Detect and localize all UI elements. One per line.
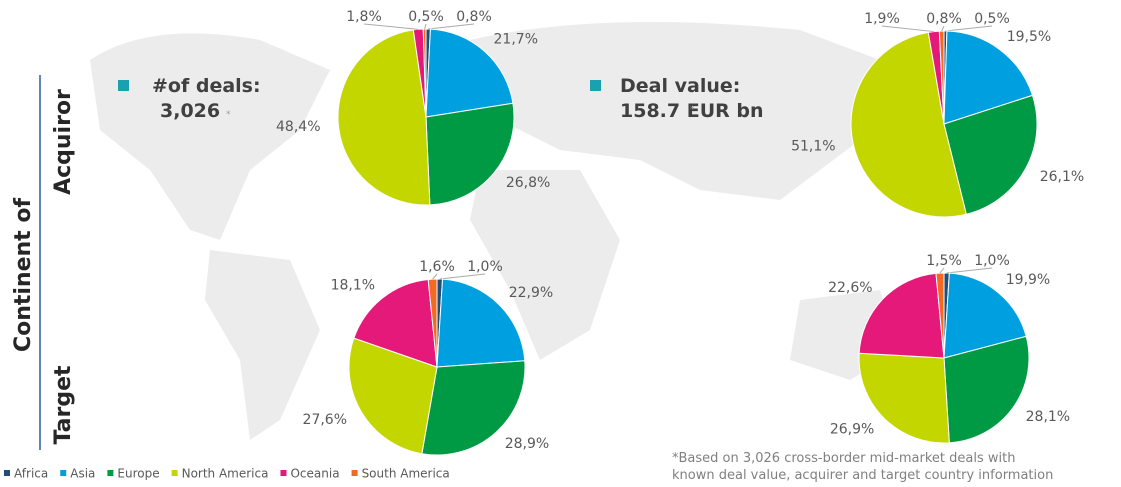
leader-line — [945, 25, 993, 32]
pie-slice — [858, 272, 945, 359]
pie-slice — [337, 29, 431, 206]
data-label: 1,8% — [346, 9, 382, 25]
leader-line — [939, 267, 945, 274]
panel-bullet — [590, 80, 601, 91]
pie-slice — [850, 31, 967, 218]
panel-note: * — [226, 110, 231, 120]
data-label: 26,1% — [1040, 169, 1084, 185]
axis-title: Continent of — [11, 198, 36, 353]
pie-slice — [353, 278, 438, 368]
data-label: 1,6% — [419, 259, 455, 275]
legend-label: Oceania — [290, 467, 339, 481]
data-label: 48,4% — [276, 119, 320, 135]
data-label: 19,9% — [1006, 272, 1050, 288]
panel-label: Deal value: — [620, 75, 740, 97]
data-label: 0,8% — [926, 11, 962, 27]
data-label: 51,1% — [791, 138, 835, 154]
data-label: 26,9% — [830, 422, 874, 438]
leader-line — [941, 25, 945, 32]
legend-marker — [280, 470, 287, 476]
data-label: 1,0% — [467, 259, 503, 275]
leader-line — [428, 23, 475, 30]
legend-label: Europe — [117, 467, 159, 481]
footnote: known deal value, acquirer and target co… — [672, 468, 1053, 483]
row-label: Acquiror — [51, 89, 76, 195]
panel-bullet — [118, 80, 129, 91]
leader-line — [363, 23, 419, 30]
legend-marker — [4, 470, 10, 476]
data-label: 26,8% — [506, 175, 550, 191]
data-label: 28,9% — [505, 436, 549, 452]
panel-label: #of deals: — [152, 75, 261, 97]
data-label: 21,7% — [494, 32, 538, 48]
pie-slice — [858, 352, 950, 444]
data-label: 1,0% — [974, 253, 1010, 269]
data-label: 0,5% — [408, 9, 444, 25]
data-label: 22,6% — [828, 280, 872, 296]
footnote: *Based on 3,026 cross-border mid-market … — [672, 451, 1015, 466]
legend-marker — [171, 470, 178, 476]
leader-line — [881, 25, 934, 33]
pie-slice — [421, 360, 526, 456]
data-label: 22,9% — [509, 285, 553, 301]
data-label: 1,9% — [864, 11, 900, 27]
leader-line — [946, 267, 993, 274]
legend-label: Africa — [14, 467, 48, 481]
legend-label: Asia — [70, 467, 95, 481]
panel-value: 158.7 EUR bn — [620, 100, 764, 122]
data-label: 27,6% — [303, 412, 347, 428]
pie-slice — [943, 335, 1030, 444]
legend-marker — [60, 470, 67, 476]
pie-slice — [436, 278, 526, 368]
legend-marker — [107, 470, 114, 476]
pie-slice — [943, 94, 1038, 215]
data-label: 0,8% — [456, 9, 492, 25]
data-label: 19,5% — [1007, 29, 1051, 45]
leader-line — [439, 273, 486, 280]
data-label: 0,5% — [974, 11, 1010, 27]
legend-label: North America — [182, 467, 269, 481]
panel-note: * — [690, 105, 695, 115]
leader-line — [424, 23, 427, 30]
pie-slice — [425, 102, 515, 206]
leader-line — [432, 273, 438, 280]
pie-slice — [425, 28, 514, 118]
pie-slice — [348, 337, 438, 455]
row-label: Target — [51, 365, 76, 445]
data-label: 18,1% — [331, 277, 375, 293]
panel-value: 3,026 — [160, 100, 220, 122]
world-map-background — [90, 22, 900, 440]
data-label: 1,5% — [926, 253, 962, 269]
legend-marker — [351, 470, 358, 476]
legend-label: South America — [362, 467, 450, 481]
data-label: 28,1% — [1026, 409, 1070, 425]
pie-slice — [943, 272, 1027, 359]
pie-slice — [943, 30, 1034, 125]
